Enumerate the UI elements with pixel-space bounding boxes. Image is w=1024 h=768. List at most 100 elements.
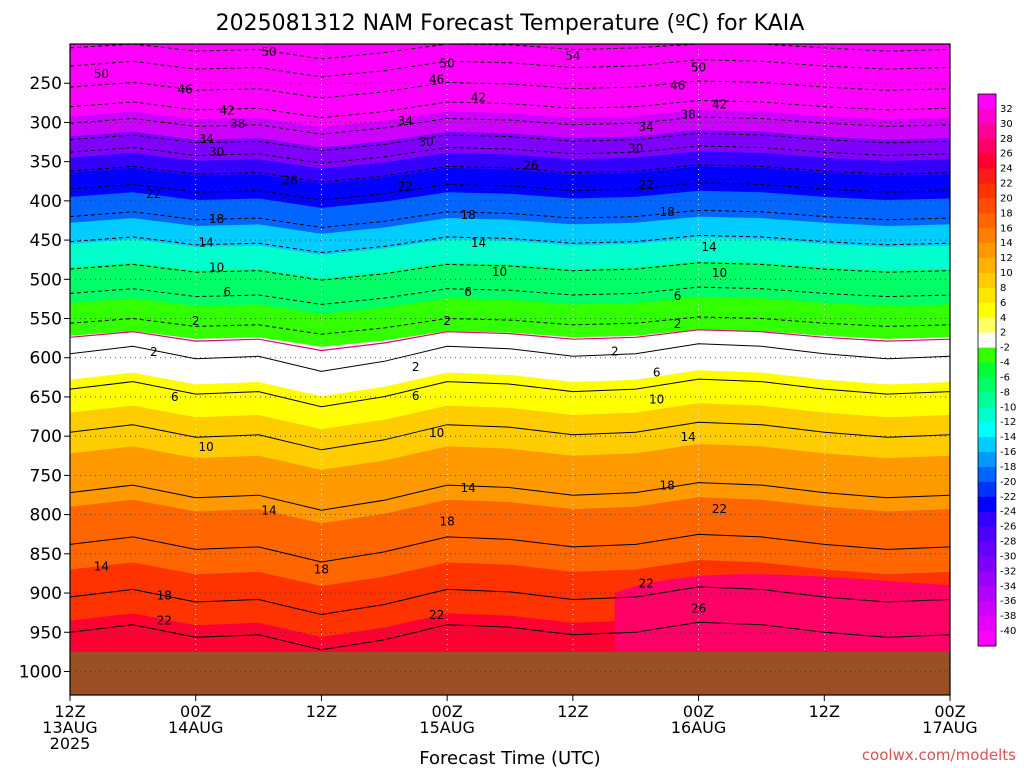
contour-label: 6 [223, 285, 231, 299]
x-tick-label: 12Z [809, 702, 840, 721]
contour-label: 42 [220, 104, 235, 118]
contour--34 [69, 132, 951, 152]
y-tick-label: 600 [30, 349, 62, 369]
colorbar-label: 18 [1000, 208, 1013, 219]
colorbar-swatch [978, 287, 996, 304]
y-tick-label: 650 [30, 388, 62, 408]
contour-label: 30 [628, 141, 643, 155]
contour-label: 14 [680, 430, 695, 444]
contour-label: 6 [412, 389, 420, 403]
x-tick-label: 00Z [431, 702, 462, 721]
y-tick-label: 900 [30, 584, 62, 604]
colorbar-swatch [978, 481, 996, 498]
contour-label: 14 [701, 240, 716, 254]
colorbar-swatch [978, 317, 996, 334]
contour-label: 2 [412, 360, 420, 374]
colorbar-label: -16 [1000, 447, 1016, 458]
contour-label: 18 [660, 205, 675, 219]
colorbar-swatch [978, 123, 996, 140]
colorbar-label: 24 [1000, 164, 1013, 175]
colorbar-swatch [978, 138, 996, 155]
colorbar-swatch [978, 571, 996, 587]
colorbar-swatch [978, 631, 996, 647]
y-tick-label: 850 [30, 545, 62, 565]
contour-label: 22 [639, 577, 654, 591]
x-tick-label: 16AUG [671, 718, 726, 737]
contour-label: 18 [440, 515, 455, 529]
contour--26 [69, 164, 951, 183]
colorbar-swatch [978, 496, 996, 513]
colorbar-swatch [978, 452, 996, 468]
x-tick-label: 00Z [180, 702, 211, 721]
contour--46 [69, 80, 951, 99]
contour-label: 54 [565, 49, 580, 63]
colorbar-swatch [978, 228, 996, 244]
contour-label: 50 [261, 45, 276, 59]
colorbar-label: 12 [1000, 253, 1013, 264]
credit-text: coolwx.com/modelts [862, 746, 1016, 764]
colorbar-swatch [978, 616, 996, 632]
contour-label: 14 [94, 559, 109, 573]
colorbar-label: -20 [1000, 477, 1016, 488]
colorbar-label: 10 [1000, 268, 1013, 279]
contour-label: 50 [440, 57, 455, 71]
colorbar-label: 4 [1000, 313, 1006, 324]
contour--30 [69, 145, 951, 164]
colorbar-label: -8 [1000, 387, 1010, 398]
colorbar-swatch [978, 347, 996, 364]
contour-label: 26 [691, 602, 706, 616]
contour-label: 6 [171, 390, 179, 404]
plot-frame [69, 43, 951, 696]
colorbar-label: 2 [1000, 328, 1006, 339]
contour-label: 26 [523, 159, 538, 173]
colorbar-swatch [978, 168, 996, 185]
colorbar-legend: 32 30 28 26 24 22 20 18 16 14 12 10 8 6 4 2 -2 -4 -6 -8 -10 -… [977, 93, 1016, 647]
contour-label: 6 [464, 285, 472, 299]
contour-label: 22 [639, 178, 654, 192]
contour-14 [69, 482, 951, 511]
contour-label: 46 [670, 79, 685, 93]
contour-label: 10 [649, 392, 664, 406]
contour-label: 10 [492, 265, 507, 279]
contour-label: 14 [199, 235, 214, 249]
below-ground [70, 651, 950, 695]
contour-label: 10 [199, 440, 214, 454]
contour-label: 22 [398, 180, 413, 194]
colorbar-swatch [978, 332, 996, 349]
colorbar-label: -26 [1000, 522, 1016, 533]
colorbar-label: -22 [1000, 492, 1016, 503]
colorbar-label: -36 [1000, 596, 1016, 607]
colorbar-label: 20 [1000, 193, 1013, 204]
temperature-fill [70, 44, 950, 696]
x-tick-label: 12Z [306, 702, 337, 721]
y-axis: 250 300 350 400 450 500 550 600 650 700 750 800 850 9… [19, 74, 70, 682]
contour-label: 18 [660, 479, 675, 493]
contour-label: 34 [199, 132, 214, 146]
colorbar-label: -40 [1000, 626, 1016, 637]
y-tick-label: 350 [30, 153, 62, 173]
colorbar-swatch [978, 407, 996, 423]
y-tick-label: 550 [30, 310, 62, 330]
contour-26 [69, 621, 951, 651]
contour-label: 34 [639, 120, 654, 134]
x-axis-label: Forecast Time (UTC) [419, 748, 600, 768]
contour-label: 10 [712, 266, 727, 280]
y-tick-label: 500 [30, 270, 62, 290]
colorbar-label: 6 [1000, 298, 1006, 309]
colorbar-swatch [978, 437, 996, 453]
contour-label: 22 [429, 608, 444, 622]
grid [69, 44, 951, 672]
x-tick-label: 00Z [683, 702, 714, 721]
contour-label: 2 [674, 317, 682, 331]
x-tick-label: 2025 [50, 734, 91, 753]
y-tick-label: 750 [30, 466, 62, 486]
contour--54 [69, 43, 951, 60]
contour-label: 18 [460, 208, 475, 222]
contour-label: 30 [419, 135, 434, 149]
colorbar-label: 8 [1000, 283, 1006, 294]
contour-label: 6 [674, 289, 682, 303]
contour-label: 50 [94, 67, 109, 81]
